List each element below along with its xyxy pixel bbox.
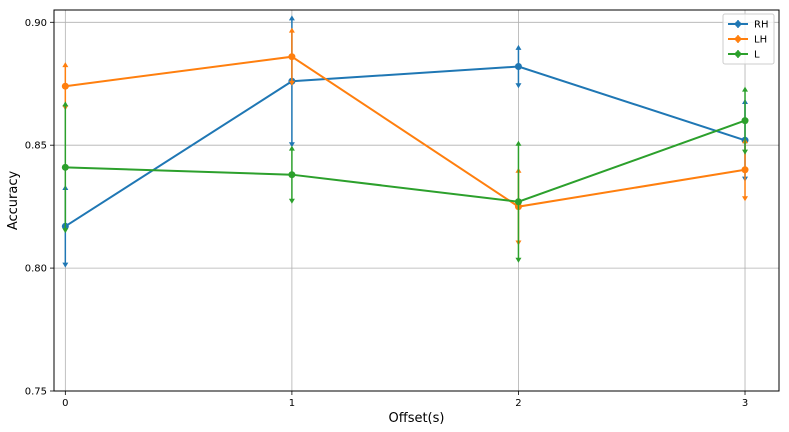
series-line — [65, 55, 746, 208]
x-tick-label: 3 — [742, 398, 748, 409]
error-cap-lower — [62, 228, 69, 234]
series-l — [61, 86, 749, 263]
error-cap-upper — [288, 27, 295, 33]
axes: 0 1 2 3 0.75 0.80 0.85 0.90 — [25, 18, 748, 409]
x-tick-label: 0 — [62, 398, 68, 409]
data-point — [514, 63, 522, 71]
error-cap-upper — [742, 86, 749, 92]
legend-swatch-marker — [735, 21, 741, 27]
error-cap-upper — [62, 101, 69, 107]
error-cap-lower — [288, 80, 295, 86]
error-cap-lower — [742, 149, 749, 155]
y-axis-title: Accuracy — [6, 171, 21, 231]
legend: RH LH L — [722, 13, 775, 65]
data-point — [514, 198, 522, 206]
legend-item-rh: RH — [728, 20, 768, 31]
y-tick-label: 0.85 — [25, 141, 47, 152]
legend-box — [722, 13, 775, 65]
y-tick-label: 0.75 — [25, 387, 47, 398]
error-cap-lower — [288, 142, 295, 148]
error-cap-lower — [515, 257, 522, 263]
legend-label: L — [754, 50, 760, 61]
data-point — [61, 82, 69, 90]
y-tick-label: 0.90 — [25, 18, 47, 29]
data-point — [288, 171, 296, 179]
legend-swatch-marker — [735, 51, 741, 57]
error-cap-lower — [515, 83, 522, 89]
x-tick-label: 1 — [289, 398, 295, 409]
plot-series — [61, 15, 749, 268]
error-cap-upper — [515, 140, 522, 146]
series-line — [65, 119, 746, 203]
x-axis-title: Offset(s) — [389, 411, 445, 426]
series-rh — [61, 15, 749, 268]
x-tick-label: 2 — [515, 398, 521, 409]
data-point — [288, 53, 296, 61]
legend-item-lh: LH — [728, 35, 767, 46]
error-cap-lower — [62, 262, 69, 268]
error-cap-upper — [62, 62, 69, 68]
error-cap-upper — [288, 145, 295, 151]
plot-frame — [53, 9, 780, 392]
legend-item-l: L — [728, 50, 760, 61]
series-line — [64, 65, 746, 228]
legend-swatch-marker — [735, 36, 741, 42]
y-tick-label: 0.80 — [25, 264, 47, 275]
error-cap-upper — [288, 15, 295, 21]
series-lh — [61, 27, 749, 246]
error-cap-lower — [288, 198, 295, 204]
legend-label: RH — [754, 20, 768, 31]
grid — [54, 10, 779, 392]
data-point — [741, 117, 749, 125]
data-point — [61, 163, 69, 171]
legend-label: LH — [754, 35, 767, 46]
error-cap-lower — [742, 196, 749, 202]
error-cap-upper — [515, 44, 522, 50]
data-point — [741, 166, 749, 174]
